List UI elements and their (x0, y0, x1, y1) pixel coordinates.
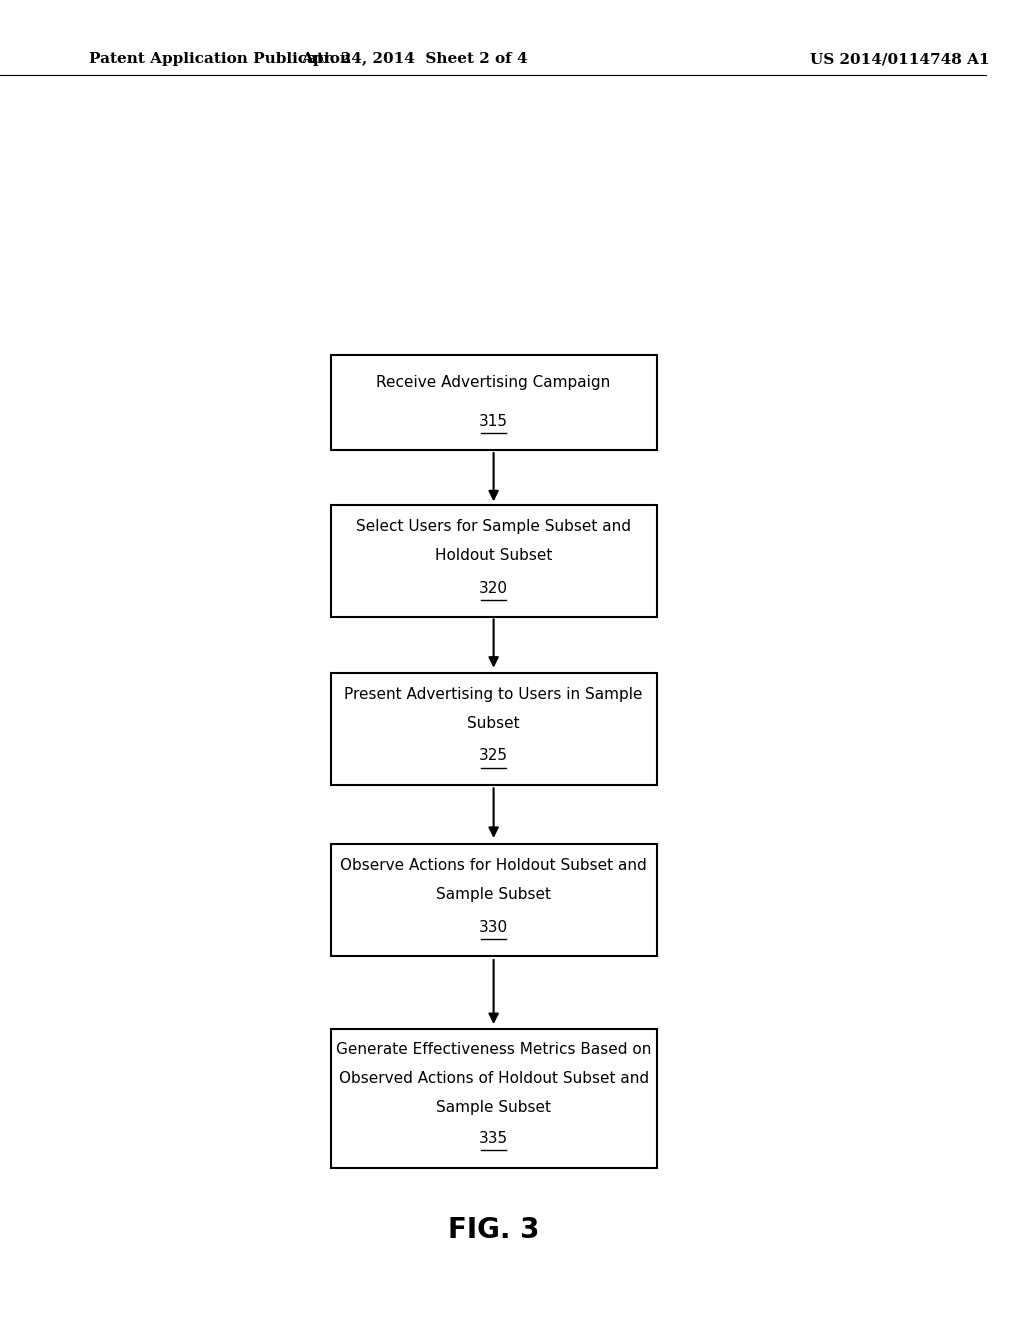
Text: 320: 320 (479, 581, 508, 595)
Bar (331, 672, 656, 784)
Text: Generate Effectiveness Metrics Based on: Generate Effectiveness Metrics Based on (336, 1041, 651, 1057)
Text: US 2014/0114748 A1: US 2014/0114748 A1 (810, 53, 989, 66)
Bar (331, 355, 656, 450)
Bar (331, 506, 656, 618)
Text: 330: 330 (479, 920, 508, 935)
Text: Observe Actions for Holdout Subset and: Observe Actions for Holdout Subset and (340, 858, 647, 874)
Bar (331, 845, 656, 956)
Text: Select Users for Sample Subset and: Select Users for Sample Subset and (356, 519, 631, 535)
Text: 335: 335 (479, 1131, 508, 1146)
Text: Subset: Subset (467, 715, 520, 731)
Text: 315: 315 (479, 413, 508, 429)
Text: Holdout Subset: Holdout Subset (435, 548, 552, 564)
Text: Receive Advertising Campaign: Receive Advertising Campaign (377, 375, 610, 391)
Text: Apr. 24, 2014  Sheet 2 of 4: Apr. 24, 2014 Sheet 2 of 4 (301, 53, 528, 66)
Text: Sample Subset: Sample Subset (436, 887, 551, 903)
Text: Observed Actions of Holdout Subset and: Observed Actions of Holdout Subset and (339, 1071, 648, 1086)
Text: Present Advertising to Users in Sample: Present Advertising to Users in Sample (344, 686, 643, 702)
Text: FIG. 3: FIG. 3 (447, 1216, 540, 1245)
Text: 325: 325 (479, 748, 508, 763)
Bar (331, 1030, 656, 1167)
Text: Patent Application Publication: Patent Application Publication (89, 53, 351, 66)
Text: Sample Subset: Sample Subset (436, 1100, 551, 1115)
